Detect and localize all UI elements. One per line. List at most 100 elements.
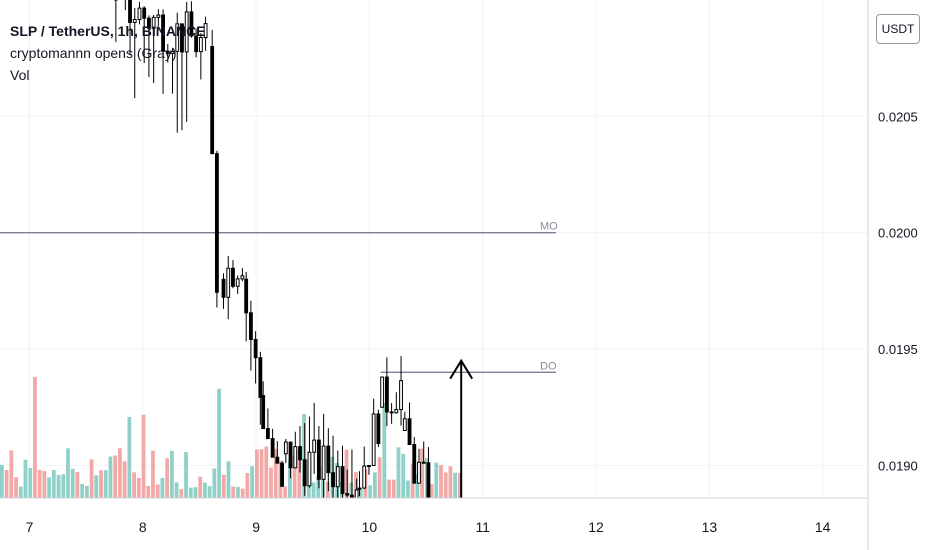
- volume-bar: [0, 464, 4, 498]
- volume-bar: [42, 471, 47, 498]
- volume-bar: [354, 471, 358, 498]
- candle-body: [198, 37, 203, 53]
- candle-body: [307, 451, 312, 487]
- volume-bar: [217, 388, 221, 498]
- volume-bar: [203, 482, 207, 498]
- volume-bar: [146, 485, 151, 498]
- volume-bar: [453, 472, 458, 498]
- candle-body: [165, 50, 170, 54]
- symbol-title[interactable]: SLP / TetherUS, 1h, BINANCE: [10, 23, 206, 39]
- volume-bar: [33, 376, 37, 498]
- volume-bar: [264, 446, 269, 498]
- volume-bar: [292, 454, 297, 498]
- volume-bar: [56, 475, 61, 498]
- time-tick-label: 13: [702, 519, 718, 535]
- candle-body: [161, 14, 165, 52]
- candle-body: [280, 462, 284, 487]
- up-arrow-annotation: [449, 358, 474, 498]
- volume-bar: [84, 485, 89, 498]
- time-tick-label: 11: [475, 519, 490, 535]
- volume-label[interactable]: Vol: [10, 67, 30, 83]
- volume-bar: [160, 478, 165, 498]
- time-tick-label: 9: [252, 519, 260, 535]
- volume-bar: [321, 466, 325, 498]
- volume-bar: [165, 458, 170, 498]
- time-tick-label: 12: [588, 519, 604, 535]
- candle-body: [394, 408, 399, 414]
- volume-bar: [193, 487, 198, 498]
- candle-body: [354, 489, 359, 499]
- volume-bar: [316, 475, 321, 498]
- volume-bar: [429, 484, 434, 498]
- volume-bar: [311, 482, 316, 498]
- price-tick-label: 0.0190: [878, 458, 918, 473]
- candle-body: [298, 446, 302, 461]
- volume-bar: [212, 468, 217, 498]
- candle-body: [170, 50, 175, 54]
- candle-body: [293, 446, 298, 469]
- candle-body: [399, 380, 403, 410]
- candle-body: [226, 267, 231, 298]
- chart-legend: SLP / TetherUS, 1h, BINANCE cryptomannn …: [10, 20, 206, 86]
- volume-bar: [302, 414, 306, 498]
- volume-bar: [391, 479, 396, 498]
- volume-bar: [89, 459, 94, 498]
- volume-bar: [28, 468, 33, 498]
- candle-body: [180, 23, 184, 53]
- price-tick-label: 0.0205: [878, 109, 918, 124]
- candle-body: [421, 461, 426, 464]
- volume-bar: [245, 473, 250, 498]
- candle-body: [235, 278, 240, 287]
- volume-bar: [151, 450, 155, 498]
- indicator-label[interactable]: cryptomannn opens (Gray): [10, 45, 177, 61]
- candle-body: [240, 275, 245, 280]
- volume-bar: [9, 450, 14, 498]
- currency-unit-button[interactable]: USDT: [876, 14, 920, 44]
- time-axis[interactable]: 7 8 9 10 11 12 13 14: [26, 519, 831, 535]
- candle-body: [335, 466, 340, 488]
- arrow-head: [449, 358, 474, 380]
- volume-bar: [377, 457, 382, 498]
- volume-bar: [387, 479, 391, 498]
- candle-body: [376, 413, 381, 445]
- time-tick-label: 14: [815, 519, 831, 535]
- volume-bar: [434, 462, 439, 498]
- time-tick-label: 10: [362, 519, 378, 535]
- volume-bar: [382, 403, 387, 498]
- price-axis[interactable]: 0.0205 0.0200 0.0195 0.0190: [878, 109, 918, 473]
- candle-body: [156, 14, 161, 18]
- volume-bar: [250, 466, 255, 498]
- candle-body: [221, 278, 226, 298]
- candle-body: [137, 7, 142, 20]
- volume-bar: [198, 476, 203, 498]
- volume-bar: [18, 486, 23, 498]
- price-tick-label: 0.0200: [878, 226, 918, 241]
- candle-body: [417, 461, 421, 484]
- volume-bar: [169, 450, 174, 498]
- volume-bar: [103, 470, 108, 498]
- volume-bar: [439, 464, 443, 498]
- volume-bar: [118, 448, 122, 498]
- candle-body: [151, 16, 156, 29]
- level-label: DO: [540, 360, 557, 372]
- candle-body: [340, 466, 345, 495]
- volume-bar: [108, 456, 113, 498]
- volume-bar: [141, 414, 146, 498]
- volume-bar: [61, 474, 66, 498]
- candle-body: [253, 338, 258, 359]
- volume-bar: [23, 459, 28, 498]
- volume-bar: [448, 466, 453, 498]
- volume-bar: [231, 486, 236, 498]
- candle-body: [275, 456, 280, 464]
- volume-bar: [174, 482, 179, 498]
- volume-bar: [14, 477, 18, 498]
- volume-bar: [401, 453, 406, 498]
- candle-body: [132, 18, 137, 23]
- candle-body: [371, 413, 376, 467]
- volume-bar: [420, 448, 424, 498]
- volume-bar: [349, 482, 354, 498]
- candle-body: [331, 472, 335, 488]
- volume-bar: [127, 416, 132, 498]
- volume-bar: [99, 470, 103, 498]
